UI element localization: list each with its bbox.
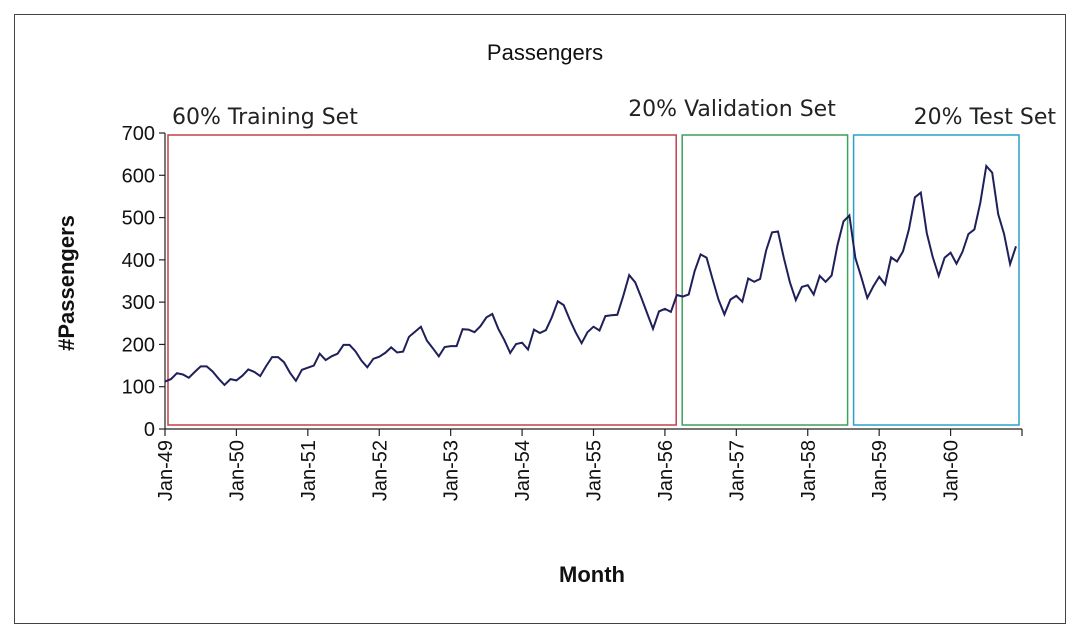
y-tick-label: 600 xyxy=(122,165,155,187)
x-tick-label: Jan-55 xyxy=(584,440,606,501)
x-tick-label: Jan-56 xyxy=(655,440,677,501)
x-axis: Jan-49 Jan-50 Jan-51 Jan-52 Jan-53 Jan-54 Jan-… xyxy=(155,428,1023,501)
chart-title: Passengers xyxy=(487,40,603,65)
x-tick-label: Jan-53 xyxy=(441,440,463,501)
y-axis-label: #Passengers xyxy=(54,215,79,351)
region-box-20-validation-set xyxy=(681,134,849,426)
chart-frame xyxy=(14,14,1066,624)
y-tick-label: 300 xyxy=(122,292,155,314)
region-label-20-validation-set: 20% Validation Set xyxy=(628,97,836,122)
region-box-20-test-set xyxy=(852,134,1020,426)
y-tick-label: 500 xyxy=(122,208,155,230)
x-tick-label: Jan-60 xyxy=(941,440,963,501)
region-label-60-training-set: 60% Training Set xyxy=(172,105,358,130)
x-tick-label: Jan-58 xyxy=(798,440,820,501)
split-regions: 60% Training Set 20% Validation Set 20% Te… xyxy=(167,97,1057,426)
x-tick-label: Jan-59 xyxy=(869,440,891,501)
y-axis: 0 100 200 300 400 500 600 700 xyxy=(122,123,166,441)
y-tick-label: 100 xyxy=(122,377,155,399)
x-tick-label: Jan-51 xyxy=(298,440,320,501)
x-tick-label: Jan-52 xyxy=(369,440,391,501)
y-tick-label: 0 xyxy=(144,419,155,441)
y-tick-label: 700 xyxy=(122,123,155,145)
region-label-20-test-set: 20% Test Set xyxy=(914,105,1057,130)
y-tick-label: 200 xyxy=(122,334,155,356)
x-tick-label: Jan-50 xyxy=(226,440,248,501)
x-axis-label: Month xyxy=(559,562,625,587)
x-tick-label: Jan-54 xyxy=(512,440,534,501)
region-box-60-training-set xyxy=(167,134,677,426)
y-tick-label: 400 xyxy=(122,250,155,272)
series-line-passengers xyxy=(164,163,1017,387)
x-tick-label: Jan-49 xyxy=(155,440,177,501)
x-tick-label: Jan-57 xyxy=(726,440,748,501)
